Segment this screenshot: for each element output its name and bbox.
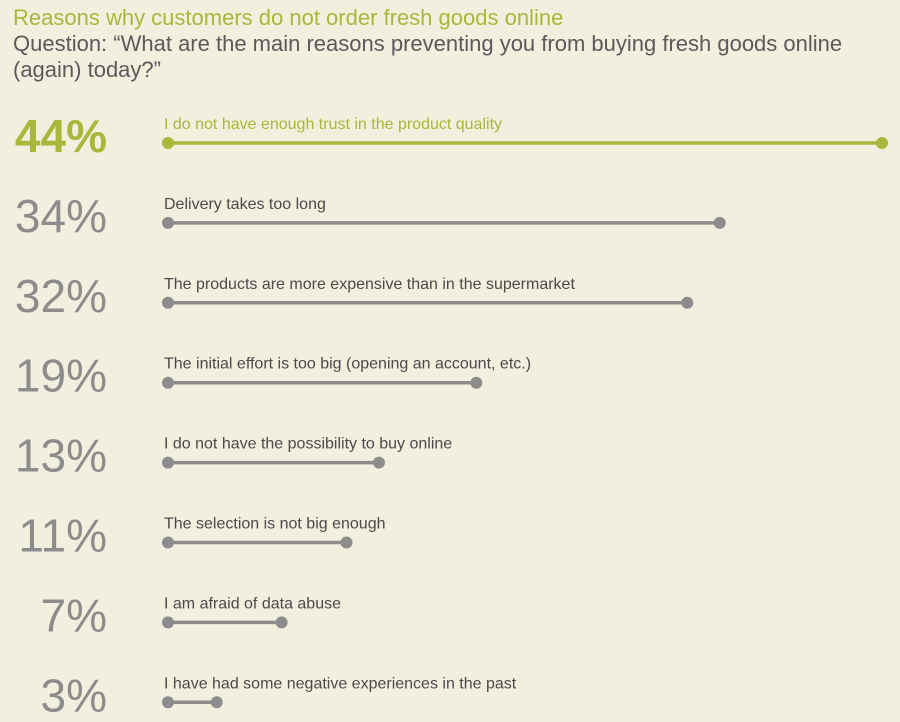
bar-end-dot [713, 216, 726, 229]
category-label: The initial effort is too big (opening a… [164, 356, 531, 373]
bar-row: 3% I have had some negative experiences i… [41, 669, 517, 721]
bar-row: 32% The products are more expensive than … [15, 270, 694, 322]
bar-start-dot [162, 376, 174, 389]
bar-end-dot [372, 456, 385, 469]
value-label: 7% [41, 589, 107, 641]
bar-end-dot [470, 376, 483, 389]
chart-question: Question: “What are the main reasons pre… [13, 31, 843, 82]
value-label: 11% [18, 510, 107, 562]
category-label: I do not have the possibility to buy onl… [164, 436, 452, 453]
category-label: Delivery takes too long [164, 196, 326, 213]
bar-row: 34% Delivery takes too long [15, 190, 726, 242]
chart-title: Reasons why customers do not order fresh… [13, 5, 564, 30]
value-label: 34% [15, 190, 107, 242]
value-label: 44% [15, 110, 107, 162]
bar-start-dot [162, 296, 174, 309]
value-label: 32% [15, 270, 107, 322]
bar-end-dot [681, 296, 694, 309]
bar-start-dot [162, 616, 174, 629]
bar-row: 7% I am afraid of data abuse [41, 589, 342, 641]
bar-row: 11% The selection is not big enough [18, 510, 385, 562]
bar-end-dot [275, 616, 288, 629]
bar-end-dot [876, 137, 888, 149]
value-label: 19% [15, 350, 107, 402]
bar-end-dot [210, 696, 223, 709]
bar-start-dot [162, 137, 174, 149]
bar-start-dot [162, 456, 174, 469]
category-label: The products are more expensive than in … [164, 276, 575, 293]
category-label: I do not have enough trust in the produc… [164, 116, 502, 133]
value-label: 3% [41, 669, 107, 721]
category-label: The selection is not big enough [164, 516, 385, 533]
bar-end-dot [340, 536, 353, 549]
bar-start-dot [162, 216, 174, 229]
bar-row: 44% I do not have enough trust in the pro… [15, 110, 888, 162]
bar-start-dot [162, 536, 174, 549]
category-label: I am afraid of data abuse [164, 595, 341, 612]
bar-start-dot [162, 696, 174, 709]
category-label: I have had some negative experiences in … [164, 675, 517, 692]
bar-row: 19% The initial effort is too big (openin… [15, 350, 531, 402]
value-label: 13% [15, 430, 107, 482]
bar-row: 13% I do not have the possibility to buy … [15, 430, 452, 482]
